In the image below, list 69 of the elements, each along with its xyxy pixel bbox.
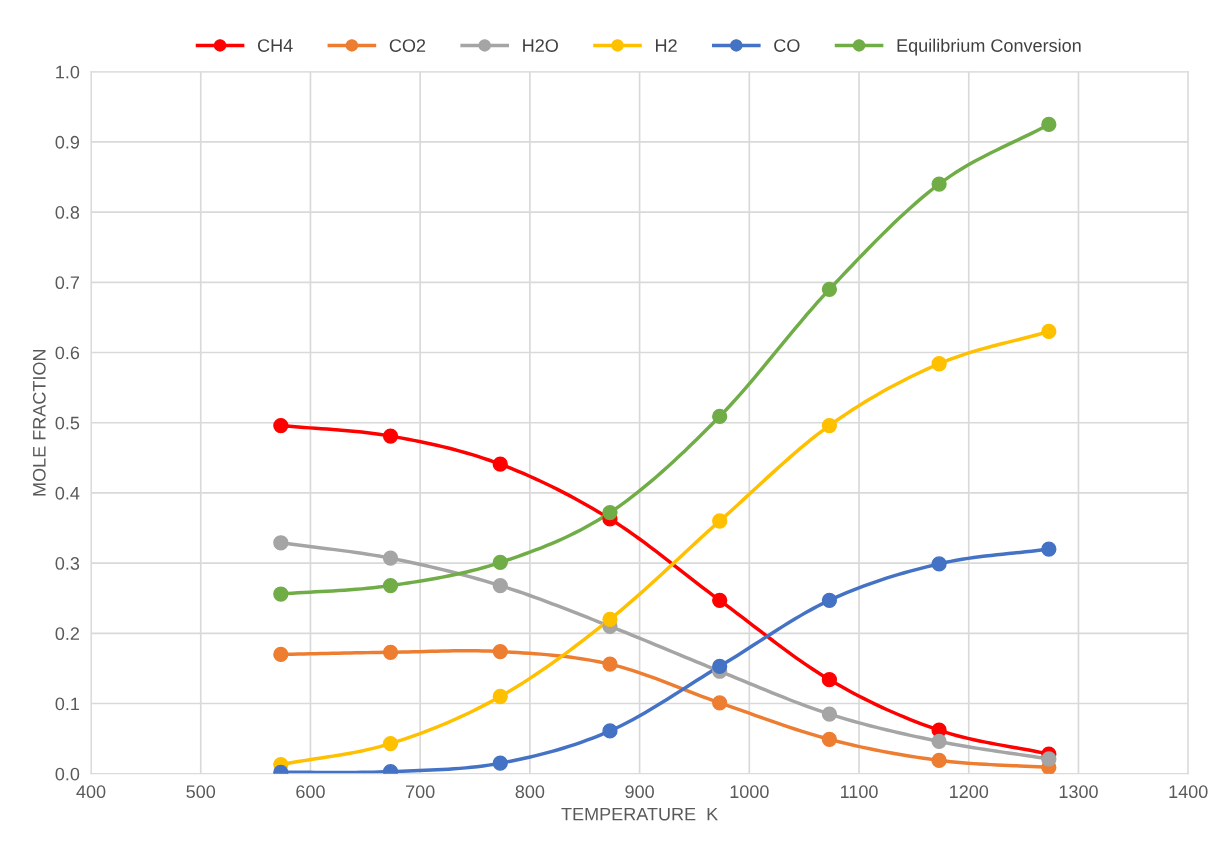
legend-label: CO2 <box>389 39 426 52</box>
point <box>821 592 838 608</box>
point <box>821 706 838 722</box>
x-tick-label: 1100 <box>840 785 878 799</box>
point <box>273 646 289 663</box>
x-tick-label: 600 <box>296 785 325 799</box>
x-tick-label: 400 <box>76 785 106 799</box>
x-tick-label: 500 <box>186 785 216 799</box>
point <box>492 755 508 771</box>
point <box>712 592 728 608</box>
point <box>821 281 838 297</box>
point <box>492 554 508 571</box>
y-tick-label: 0.5 <box>55 416 80 430</box>
point <box>382 428 399 444</box>
x-axis-title: TEMPERATURE K <box>561 807 718 821</box>
y-tick-label: 1.0 <box>56 65 80 79</box>
y-tick-label: 0.2 <box>55 627 79 641</box>
x-tick-label: 700 <box>406 785 435 799</box>
point <box>602 723 618 739</box>
point <box>492 577 508 594</box>
y-tick-label: 0.0 <box>55 767 80 781</box>
point <box>821 672 838 688</box>
x-tick-label: 800 <box>515 785 545 799</box>
point <box>273 586 289 602</box>
point <box>602 504 618 521</box>
point <box>821 417 838 434</box>
point <box>382 577 399 594</box>
point <box>1041 323 1057 340</box>
x-tick-label: 1200 <box>950 785 989 799</box>
point <box>1041 541 1057 557</box>
point <box>1041 116 1057 133</box>
y-axis-title: MOLE FRACTION <box>32 349 46 496</box>
point <box>492 643 508 660</box>
point <box>712 658 728 674</box>
point <box>931 176 947 192</box>
x-tick-label: 1300 <box>1059 785 1098 799</box>
point <box>382 735 399 752</box>
y-tick-label: 0.7 <box>55 276 79 290</box>
point <box>931 556 947 572</box>
point <box>1041 751 1057 767</box>
x-tick-label: 1400 <box>1169 785 1208 799</box>
point <box>602 611 618 627</box>
point <box>602 656 618 672</box>
y-tick-label: 0.6 <box>55 346 80 360</box>
point <box>712 695 728 711</box>
y-tick-label: 0.1 <box>55 697 80 711</box>
legend-label: CO <box>774 39 800 52</box>
legend-label: Equilibrium Conversion <box>897 38 1081 56</box>
point <box>931 752 947 769</box>
point <box>492 456 508 472</box>
point <box>931 733 947 750</box>
point <box>712 408 728 425</box>
y-tick-label: 0.9 <box>55 135 80 149</box>
legend-label: H2O <box>523 39 558 52</box>
legend-label: H2 <box>656 39 677 52</box>
point <box>821 731 838 747</box>
y-tick-label: 0.3 <box>55 557 80 570</box>
point <box>931 356 947 372</box>
legend-label: CH4 <box>257 39 293 52</box>
point <box>382 550 399 566</box>
point <box>273 417 289 434</box>
point <box>492 688 508 705</box>
y-tick-label: 0.8 <box>55 206 80 219</box>
x-tick-label: 1000 <box>730 785 769 799</box>
point <box>712 513 728 529</box>
y-tick-label: 0.4 <box>55 486 80 500</box>
point <box>273 535 289 551</box>
point <box>382 644 399 660</box>
x-tick-label: 900 <box>625 785 654 799</box>
